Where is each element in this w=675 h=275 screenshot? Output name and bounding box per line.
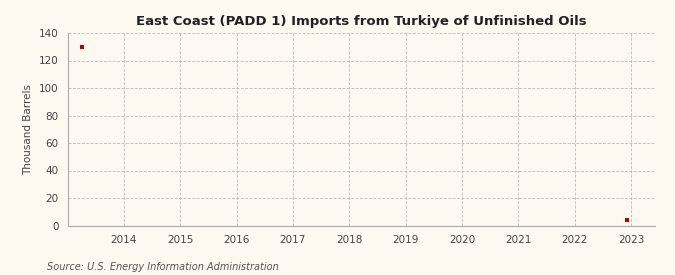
Title: East Coast (PADD 1) Imports from Turkiye of Unfinished Oils: East Coast (PADD 1) Imports from Turkiye… — [136, 15, 587, 28]
Text: Source: U.S. Energy Information Administration: Source: U.S. Energy Information Administ… — [47, 262, 279, 271]
Y-axis label: Thousand Barrels: Thousand Barrels — [23, 84, 33, 175]
